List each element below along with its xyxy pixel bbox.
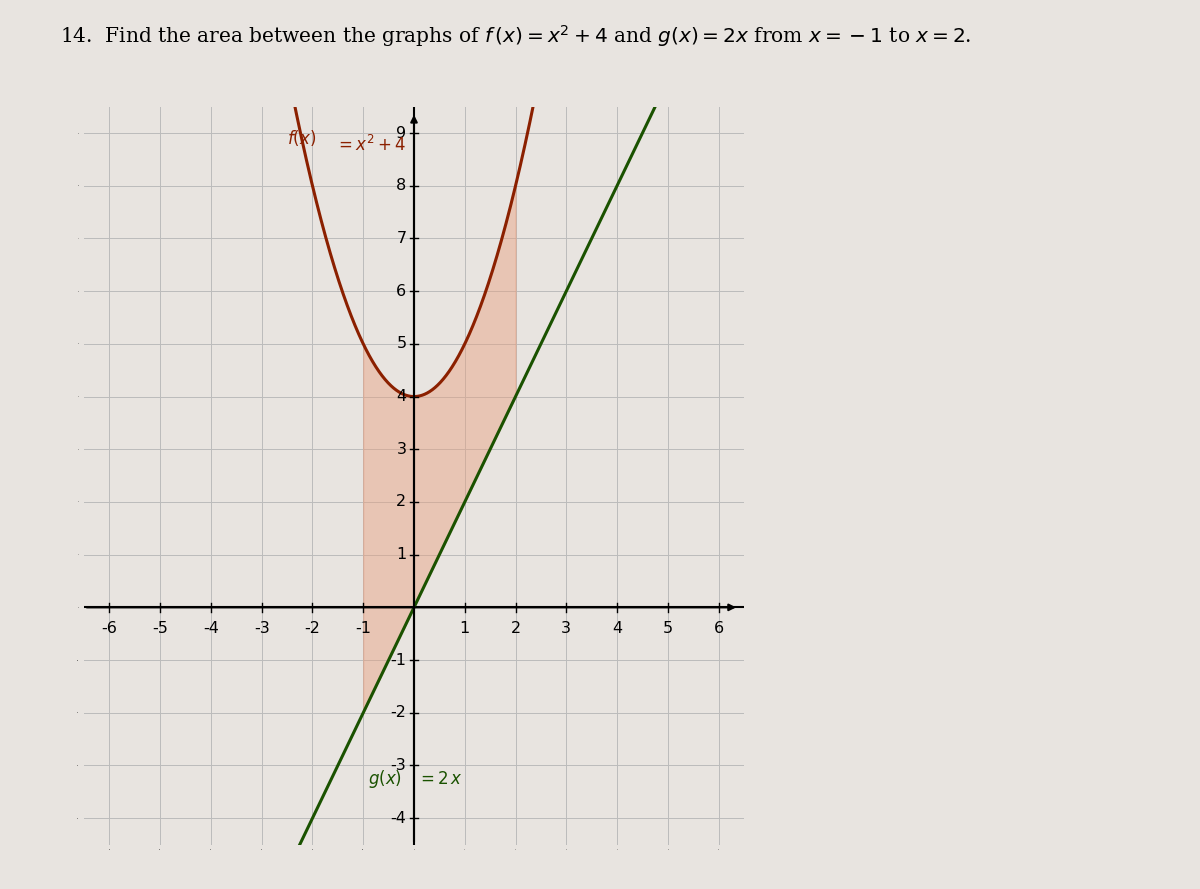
Text: 1: 1 [396,547,407,562]
Text: -4: -4 [390,811,407,826]
Text: -1: -1 [355,621,371,636]
Text: 3: 3 [396,442,407,457]
Text: -3: -3 [254,621,270,636]
Text: 2: 2 [510,621,521,636]
Text: $= 2\,x$: $= 2\,x$ [416,770,462,788]
Text: 2: 2 [396,494,407,509]
Text: 4: 4 [612,621,622,636]
Text: -1: -1 [390,653,407,668]
Text: 14.  Find the area between the graphs of $f\,(x) = x^2 + 4$ and $g(x) = 2x$ from: 14. Find the area between the graphs of … [60,23,972,49]
Text: 7: 7 [396,231,407,246]
Text: -6: -6 [102,621,118,636]
Text: 3: 3 [562,621,571,636]
Text: 6: 6 [714,621,724,636]
Text: $f(x)$: $f(x)$ [287,128,317,148]
Text: 5: 5 [662,621,673,636]
Text: 6: 6 [396,284,407,299]
Text: 4: 4 [396,389,407,404]
Text: 8: 8 [396,178,407,193]
Text: 5: 5 [396,336,407,351]
Text: -5: -5 [152,621,168,636]
Text: 9: 9 [396,125,407,140]
Text: -3: -3 [391,758,407,773]
Text: $g(x)$: $g(x)$ [368,768,402,790]
Text: -2: -2 [305,621,320,636]
Text: -4: -4 [203,621,218,636]
Text: -2: -2 [390,705,407,720]
Text: $= x^2+4$: $= x^2+4$ [335,135,407,156]
Text: 1: 1 [460,621,470,636]
